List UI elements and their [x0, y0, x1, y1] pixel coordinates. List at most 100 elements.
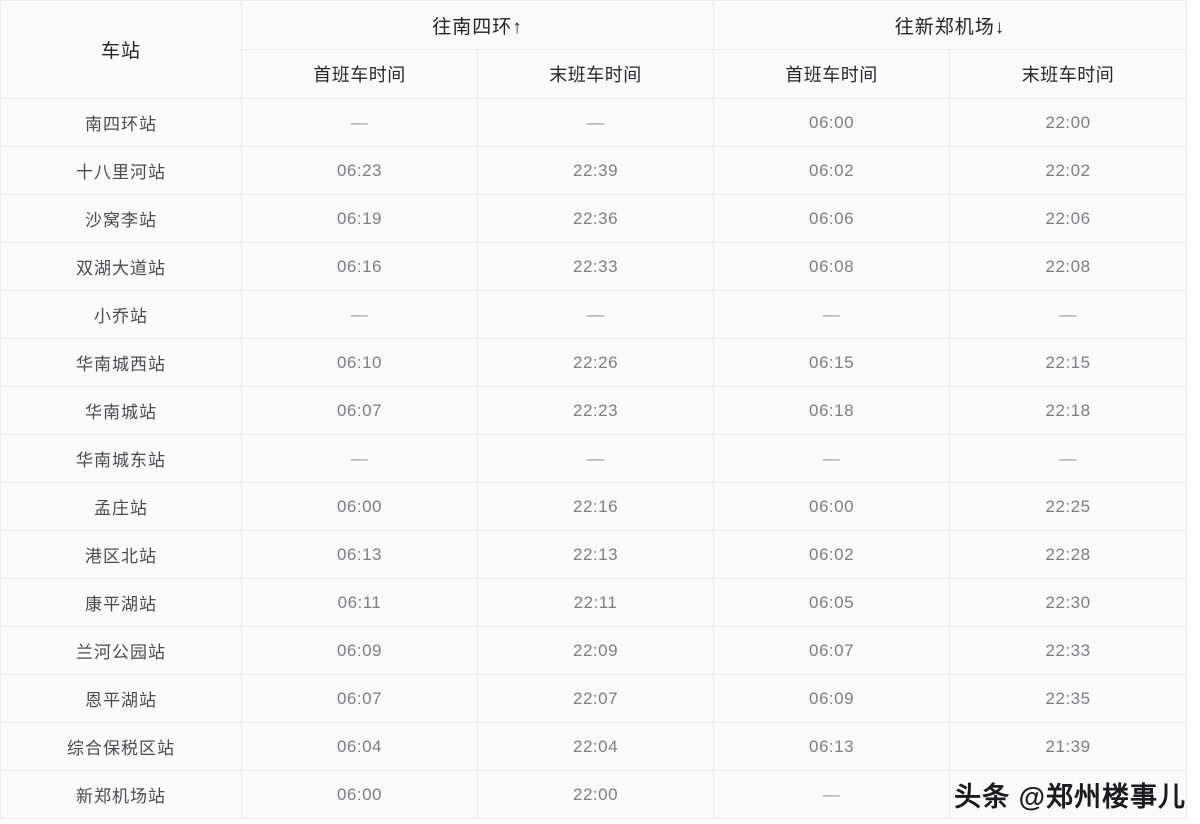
cell-down-first-train: 06:02 [713, 530, 951, 579]
cell-up-last-train: 22:23 [476, 386, 715, 435]
cell-down-last-train: 21:39 [949, 722, 1188, 771]
cell-up-last-train: 22:13 [476, 530, 715, 579]
cell-station-name: 综合保税区站 [0, 722, 242, 771]
cell-down-first-train: 06:02 [713, 146, 951, 195]
table-row: 孟庄站 06:00 22:16 06:00 22:25 [0, 482, 1188, 531]
table-row: 南四环站 — —06:00 22:00 [0, 98, 1188, 147]
column-header-down-last-train: 末班车时间 [949, 49, 1188, 99]
cell-down-first-train: 06:00 [713, 98, 951, 147]
cell-station-name: 孟庄站 [0, 482, 242, 531]
table-body: 南四环站 — —06:00 22:00 十八里河站 06:23 22:39 06:02 22:0… [0, 98, 1188, 819]
cell-down-last-train: 22:06 [949, 194, 1188, 243]
cell-down-first-train: 06:15 [713, 338, 951, 387]
table-row: 新郑机场站 06:00 22:00— [0, 770, 1188, 819]
cell-station-name: 兰河公园站 [0, 626, 242, 675]
cell-up-first-train: — [241, 434, 478, 483]
cell-station-name: 港区北站 [0, 530, 242, 579]
cell-down-last-train: 22:00 [949, 98, 1188, 147]
cell-down-last-train: 22:18 [949, 386, 1188, 435]
header-row-direction: 车站 往南四环↑ 往新郑机场↓ [0, 0, 1188, 99]
cell-down-last-train: — [949, 434, 1188, 483]
table-row: 兰河公园站 06:09 22:09 06:07 22:33 [0, 626, 1188, 675]
cell-up-last-train: 22:09 [476, 626, 715, 675]
cell-down-first-train: 06:05 [713, 578, 951, 627]
cell-up-first-train: — [241, 290, 478, 339]
cell-up-first-train: — [241, 98, 478, 147]
cell-up-first-train: 06:07 [241, 386, 478, 435]
cell-up-last-train: 22:26 [476, 338, 715, 387]
cell-station-name: 十八里河站 [0, 146, 242, 195]
cell-up-last-train: — [476, 98, 715, 147]
cell-down-last-train: 22:02 [949, 146, 1188, 195]
cell-station-name: 华南城东站 [0, 434, 242, 483]
cell-down-last-train: 22:33 [949, 626, 1188, 675]
table-row: 综合保税区站 06:04 22:04 06:13 21:39 [0, 722, 1188, 771]
table-row: 华南城站 06:07 22:23 06:18 22:18 [0, 386, 1188, 435]
cell-up-first-train: 06:04 [241, 722, 478, 771]
cell-down-first-train: 06:08 [713, 242, 951, 291]
cell-up-first-train: 06:00 [241, 482, 478, 531]
cell-station-name: 华南城站 [0, 386, 242, 435]
table-row: 恩平湖站 06:07 22:07 06:09 22:35 [0, 674, 1188, 723]
cell-up-last-train: 22:00 [476, 770, 715, 819]
cell-up-first-train: 06:23 [241, 146, 478, 195]
cell-down-first-train: 06:18 [713, 386, 951, 435]
cell-down-last-train: 22:15 [949, 338, 1188, 387]
cell-station-name: 恩平湖站 [0, 674, 242, 723]
cell-down-last-train: 22:25 [949, 482, 1188, 531]
table-row: 华南城东站 — — — — [0, 434, 1188, 483]
cell-down-first-train: — [713, 290, 951, 339]
cell-up-first-train: 06:07 [241, 674, 478, 723]
cell-up-first-train: 06:19 [241, 194, 478, 243]
column-header-up-first-train: 首班车时间 [241, 49, 478, 99]
cell-up-first-train: 06:09 [241, 626, 478, 675]
cell-down-first-train: 06:09 [713, 674, 951, 723]
cell-station-name: 双湖大道站 [0, 242, 242, 291]
cell-up-last-train: — [476, 434, 715, 483]
cell-up-first-train: 06:16 [241, 242, 478, 291]
cell-down-first-train: 06:07 [713, 626, 951, 675]
column-header-down-first-train: 首班车时间 [713, 49, 951, 99]
cell-up-last-train: — [476, 290, 715, 339]
table-row: 港区北站 06:13 22:13 06:02 22:28 [0, 530, 1188, 579]
cell-station-name: 沙窝李站 [0, 194, 242, 243]
cell-station-name: 南四环站 [0, 98, 242, 147]
cell-station-name: 小乔站 [0, 290, 242, 339]
cell-up-first-train: 06:10 [241, 338, 478, 387]
column-header-station: 车站 [0, 0, 242, 99]
cell-up-first-train: 06:00 [241, 770, 478, 819]
cell-down-last-train: 22:35 [949, 674, 1188, 723]
cell-up-last-train: 22:33 [476, 242, 715, 291]
direction-header-to-airport: 往新郑机场↓ [713, 0, 1188, 50]
cell-down-last-train [949, 770, 1188, 819]
cell-station-name: 新郑机场站 [0, 770, 242, 819]
cell-station-name: 康平湖站 [0, 578, 242, 627]
header-row-subcolumns: 首班车时间 末班车时间 首班车时间 末班车时间 [1, 49, 1188, 99]
cell-station-name: 华南城西站 [0, 338, 242, 387]
table-row: 十八里河站 06:23 22:39 06:02 22:02 [0, 146, 1188, 195]
table-row: 双湖大道站 06:16 22:33 06:08 22:08 [0, 242, 1188, 291]
table-row: 康平湖站 06:11 22:11 06:05 22:30 [0, 578, 1188, 627]
table-head: 车站 往南四环↑ 往新郑机场↓ 首班车时间 末班车时间 首班车时间 末班车时间 [0, 0, 1188, 99]
cell-down-last-train: — [949, 290, 1188, 339]
cell-up-last-train: 22:39 [476, 146, 715, 195]
cell-down-first-train: 06:06 [713, 194, 951, 243]
cell-down-last-train: 22:30 [949, 578, 1188, 627]
cell-up-first-train: 06:13 [241, 530, 478, 579]
cell-down-first-train: 06:00 [713, 482, 951, 531]
cell-up-last-train: 22:36 [476, 194, 715, 243]
cell-up-last-train: 22:11 [476, 578, 715, 627]
cell-down-last-train: 22:08 [949, 242, 1188, 291]
cell-down-first-train: 06:13 [713, 722, 951, 771]
cell-down-first-train: — [713, 434, 951, 483]
cell-up-last-train: 22:07 [476, 674, 715, 723]
table-row: 小乔站 — — — — [0, 290, 1188, 339]
table-row: 华南城西站 06:10 22:26 06:15 22:15 [0, 338, 1188, 387]
cell-down-last-train: 22:28 [949, 530, 1188, 579]
direction-header-to-nansihuan: 往南四环↑ [240, 0, 715, 50]
column-header-up-last-train: 末班车时间 [476, 49, 715, 99]
table-row: 沙窝李站 06:19 22:36 06:06 22:06 [0, 194, 1188, 243]
cell-up-last-train: 22:16 [476, 482, 715, 531]
